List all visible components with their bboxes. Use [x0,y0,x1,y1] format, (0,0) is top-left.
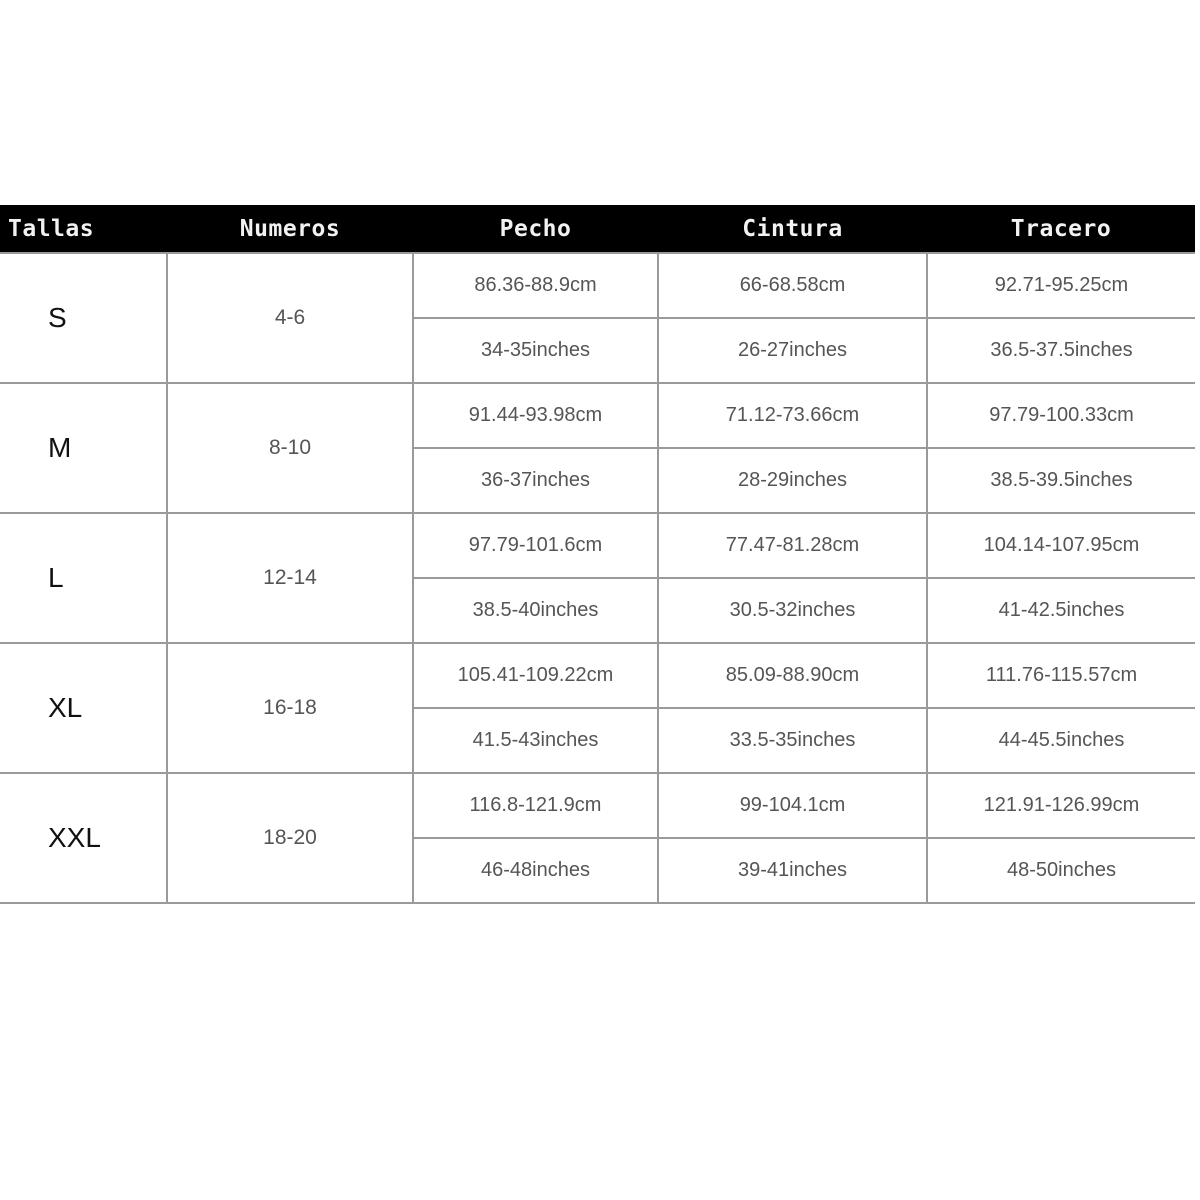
table-row-cm: XL 16-18 105.41-109.22cm 85.09-88.90cm 111.7… [0,642,1195,774]
size-number: 12-14 [166,512,414,644]
waist-value: 33.5-35inches [657,707,928,774]
waist-value: 26-27inches [657,317,928,384]
header-cintura: Cintura [658,205,927,253]
size-number: 4-6 [166,252,414,384]
chest-value: 86.36-88.9cm [412,252,659,319]
header-tallas: Tallas [0,205,167,253]
waist-value: 99-104.1cm [657,772,928,839]
table-row-cm: L 12-14 97.79-101.6cm 77.47-81.28cm 104.14-1… [0,512,1195,644]
hip-value: 121.91-126.99cm [926,772,1195,839]
hip-value: 104.14-107.95cm [926,512,1195,579]
header-pecho: Pecho [413,205,658,253]
waist-value: 71.12-73.66cm [657,382,928,449]
size-chart-table: Tallas Numeros Pecho Cintura Tracero S 4-… [0,205,1195,904]
hip-value: 92.71-95.25cm [926,252,1195,319]
chest-value: 97.79-101.6cm [412,512,659,579]
size-label: XXL [0,772,168,904]
table-row-inches: 46-48inches 39-41inches 48-50inches [0,837,1195,904]
chest-value: 34-35inches [412,317,659,384]
header-tracero: Tracero [927,205,1195,253]
table-row-inches: 41.5-43inches 33.5-35inches 44-45.5inches [0,707,1195,774]
waist-value: 28-29inches [657,447,928,514]
header-numeros: Numeros [167,205,413,253]
hip-value: 111.76-115.57cm [926,642,1195,709]
waist-value: 85.09-88.90cm [657,642,928,709]
chest-value: 36-37inches [412,447,659,514]
table-row-cm: M 8-10 91.44-93.98cm 71.12-73.66cm 97.79-100… [0,382,1195,514]
chest-value: 105.41-109.22cm [412,642,659,709]
size-number: 16-18 [166,642,414,774]
waist-value: 77.47-81.28cm [657,512,928,579]
size-label: M [0,382,168,514]
header-row: Tallas Numeros Pecho Cintura Tracero [0,205,1195,253]
hip-value: 44-45.5inches [926,707,1195,774]
hip-value: 36.5-37.5inches [926,317,1195,384]
hip-value: 97.79-100.33cm [926,382,1195,449]
table-row-inches: 34-35inches 26-27inches 36.5-37.5inches [0,317,1195,384]
chest-value: 41.5-43inches [412,707,659,774]
size-label: S [0,252,168,384]
waist-value: 66-68.58cm [657,252,928,319]
waist-value: 39-41inches [657,837,928,904]
table-row-cm: XXL 18-20 116.8-121.9cm 99-104.1cm 121.91-12… [0,772,1195,904]
hip-value: 48-50inches [926,837,1195,904]
size-number: 8-10 [166,382,414,514]
size-label: XL [0,642,168,774]
chest-value: 91.44-93.98cm [412,382,659,449]
chest-value: 116.8-121.9cm [412,772,659,839]
hip-value: 38.5-39.5inches [926,447,1195,514]
hip-value: 41-42.5inches [926,577,1195,644]
table-row-inches: 38.5-40inches 30.5-32inches 41-42.5inches [0,577,1195,644]
table-row-cm: S 4-6 86.36-88.9cm 66-68.58cm 92.71-95.25cm [0,252,1195,384]
size-number: 18-20 [166,772,414,904]
chest-value: 46-48inches [412,837,659,904]
chest-value: 38.5-40inches [412,577,659,644]
size-label: L [0,512,168,644]
waist-value: 30.5-32inches [657,577,928,644]
table-row-inches: 36-37inches 28-29inches 38.5-39.5inches [0,447,1195,514]
